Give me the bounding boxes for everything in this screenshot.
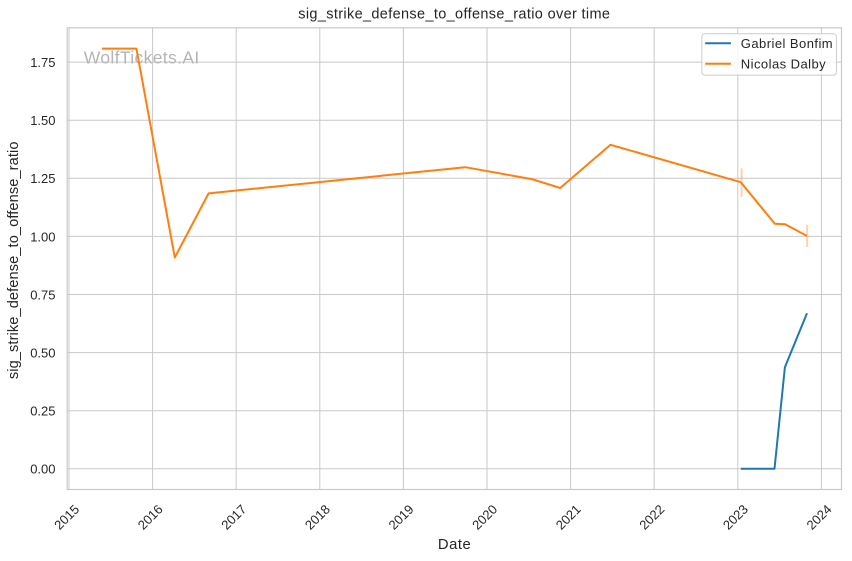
svg-text:1.75: 1.75 (30, 55, 55, 70)
svg-text:1.25: 1.25 (30, 171, 55, 186)
svg-text:1.50: 1.50 (30, 113, 55, 128)
svg-text:0.75: 0.75 (30, 287, 55, 302)
svg-text:Date: Date (438, 537, 471, 553)
svg-text:Nicolas Dalby: Nicolas Dalby (741, 57, 826, 72)
svg-text:sig_strike_defense_to_offense_: sig_strike_defense_to_offense_ratio over… (298, 6, 610, 22)
svg-text:0.00: 0.00 (30, 462, 55, 477)
svg-text:WolfTickets.AI: WolfTickets.AI (84, 48, 200, 68)
svg-text:sig_strike_defense_to_offense_: sig_strike_defense_to_offense_ratio (6, 141, 22, 379)
svg-text:Gabriel Bonfim: Gabriel Bonfim (741, 36, 833, 51)
svg-text:0.50: 0.50 (30, 346, 55, 361)
svg-text:0.25: 0.25 (30, 404, 55, 419)
svg-text:1.00: 1.00 (30, 229, 55, 244)
